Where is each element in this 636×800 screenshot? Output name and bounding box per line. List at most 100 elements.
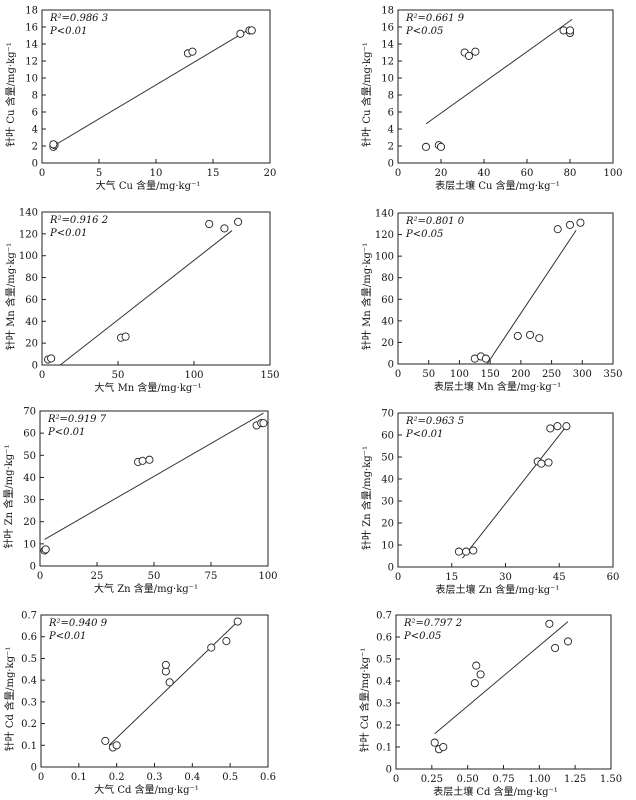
y-tick-label: 0 xyxy=(32,159,38,170)
x-axis-label: 表层土壤 Cd 含量/mg·kg⁻¹ xyxy=(433,785,558,798)
panel-zn-soil: 0 15 30 45 60 0 10 20 30 40 50 60 70 R²=0.963 5 P<0.01… xyxy=(360,409,619,597)
data-point xyxy=(553,422,562,431)
y-tick-label: 40 xyxy=(23,473,36,484)
r2-annotation: R²=0.916 2 xyxy=(49,215,108,226)
data-point xyxy=(470,679,479,688)
data-point xyxy=(207,643,216,652)
y-tick-label: 0 xyxy=(388,360,394,371)
r2-annotation: R²=0.940 9 xyxy=(48,618,108,629)
data-point xyxy=(165,678,174,687)
y-tick-label: 20 xyxy=(381,338,394,349)
y-tick-label: 0.7 xyxy=(376,611,392,622)
r2-annotation: R²=0.986 3 xyxy=(49,13,108,24)
data-point xyxy=(526,330,535,339)
x-tick-label: 5 xyxy=(96,168,102,179)
panel-cd-air: 0 0.1 0.2 0.3 0.4 0.5 0.6 0 0.1 0.2 0.3 0.4 0.5 0.6 0.… xyxy=(3,611,276,797)
x-tick-label: 0.4 xyxy=(184,772,200,783)
regression-line xyxy=(44,412,264,540)
data-point xyxy=(421,142,431,151)
data-point xyxy=(205,219,214,229)
y-tick-label: 20 xyxy=(381,519,394,530)
data-point xyxy=(565,26,575,35)
y-tick-label: 0.5 xyxy=(21,654,37,665)
panel-cu-air: 0 5 10 15 20 0 2 4 6 8 10 12 14 16 18 R²=0.986 3 P<0.01 大… xyxy=(4,6,276,193)
y-tick-label: 16 xyxy=(381,23,394,34)
panel-cu-soil: 0 20 40 60 80 100 0 2 4 6 8 10 12 14 16 18 R²=0.661 9 P<0… xyxy=(360,6,623,193)
y-tick-label: 6 xyxy=(388,108,394,119)
x-tick-label: 15 xyxy=(445,572,458,583)
data-point xyxy=(188,47,197,56)
y-tick-label: 0 xyxy=(386,765,392,776)
data-point xyxy=(259,419,268,428)
x-tick-label: 20 xyxy=(435,168,448,179)
data-point xyxy=(247,26,256,35)
panel-mn-air: 0 50 100 150 0 20 40 60 80 100 120 140 R²=0.916 2 P<0… xyxy=(4,208,280,395)
y-tick-label: 0 xyxy=(32,361,38,372)
y-tick-label: 18 xyxy=(381,6,394,17)
data-point xyxy=(121,332,130,341)
x-tick-label: 0 xyxy=(395,369,401,380)
y-tick-label: 70 xyxy=(381,409,394,420)
y-tick-label: 40 xyxy=(25,317,38,328)
y-tick-label: 0.3 xyxy=(21,697,37,708)
data-point xyxy=(576,218,585,227)
y-tick-label: 4 xyxy=(32,125,38,136)
y-tick-label: 0.2 xyxy=(21,719,37,730)
y-tick-label: 0 xyxy=(388,563,394,574)
y-tick-label: 8 xyxy=(32,91,38,102)
x-tick-label: 0 xyxy=(393,774,399,785)
p-annotation: P<0.05 xyxy=(405,229,443,240)
data-point xyxy=(220,224,229,233)
r2-annotation: R²=0.797 2 xyxy=(403,618,462,629)
y-tick-label: 0.1 xyxy=(21,741,37,752)
regression-line xyxy=(486,229,577,365)
x-tick-label: 0 xyxy=(395,572,401,583)
r2-annotation: R²=0.801 0 xyxy=(405,216,465,227)
y-tick-label: 20 xyxy=(23,517,36,528)
y-tick-label: 50 xyxy=(381,453,394,464)
x-tick-label: 45 xyxy=(553,572,566,583)
x-tick-label: 60 xyxy=(521,168,534,179)
y-tick-label: 140 xyxy=(375,209,394,220)
panel-mn-soil: 0 50 100 150 200 250 300 350 0 20 40 60 80 100 120 140 R… xyxy=(360,209,623,394)
data-point xyxy=(472,661,481,670)
regression-line xyxy=(425,18,573,125)
p-annotation: P<0.01 xyxy=(48,631,86,642)
y-axis-label: 针叶 Mn 含量/mg·kg⁻¹ xyxy=(360,243,373,350)
data-point xyxy=(462,547,471,556)
y-tick-label: 0.4 xyxy=(21,676,37,687)
y-tick-label: 80 xyxy=(25,273,38,284)
y-tick-label: 120 xyxy=(375,230,394,241)
y-tick-label: 0.6 xyxy=(21,632,37,643)
data-point xyxy=(562,422,571,431)
x-tick-label: 0.1 xyxy=(71,772,87,783)
p-annotation: P<0.01 xyxy=(405,429,443,440)
x-axis-label: 表层土壤 Zn 含量/mg·kg⁻¹ xyxy=(436,583,560,596)
x-tick-label: 0.75 xyxy=(492,774,514,785)
x-tick-label: 0 xyxy=(37,571,43,582)
data-point xyxy=(112,741,121,750)
p-annotation: P<0.01 xyxy=(47,427,85,438)
x-tick-label: 10 xyxy=(150,168,163,179)
y-tick-label: 0.6 xyxy=(376,633,392,644)
data-point xyxy=(546,424,555,433)
r2-annotation: R²=0.963 5 xyxy=(405,416,464,427)
x-tick-label: 80 xyxy=(564,168,577,179)
y-tick-label: 60 xyxy=(23,429,36,440)
x-axis-label: 大气 Cu 含量/mg·kg⁻¹ xyxy=(96,179,201,192)
x-tick-label: 100 xyxy=(603,168,622,179)
x-tick-label: 0 xyxy=(395,168,401,179)
y-axis-label: 针叶 Cd 含量/mg·kg⁻¹ xyxy=(358,648,371,753)
regression-line xyxy=(462,425,567,559)
y-tick-label: 12 xyxy=(25,57,38,68)
y-axis-label: 针叶 Cu 含量/mg·kg⁻¹ xyxy=(360,42,373,147)
data-point xyxy=(236,29,245,38)
data-point xyxy=(469,546,478,555)
y-tick-label: 40 xyxy=(381,475,394,486)
data-point xyxy=(233,617,242,626)
data-point xyxy=(513,331,522,341)
regression-line xyxy=(434,621,569,735)
y-tick-label: 0.7 xyxy=(21,611,37,622)
y-tick-label: 60 xyxy=(381,295,394,306)
